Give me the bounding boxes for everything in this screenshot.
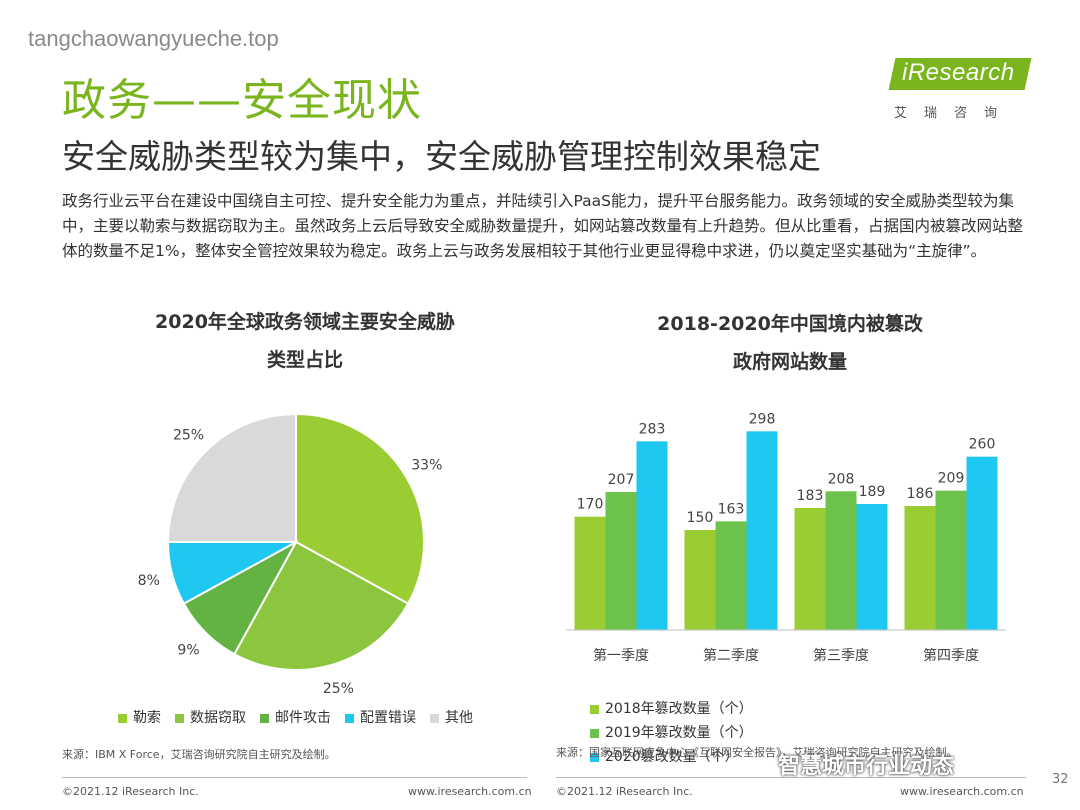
- pie-source-note: 来源：IBM X Force，艾瑞咨询研究院自主研究及绘制。: [62, 748, 336, 761]
- logo-subtitle: 艾瑞咨询: [894, 106, 1015, 121]
- bar-legend-label-0: 2018年篡改数量（个）: [605, 701, 753, 717]
- bar-category-label-2: 第三季度: [813, 647, 869, 664]
- pie-legend-swatch-4: [430, 713, 439, 723]
- bar-legend-item-0: 2018年篡改数量（个）: [590, 697, 815, 721]
- pie-legend: 勒索 数据窃取 邮件攻击 配置错误 其他: [118, 707, 487, 727]
- bar-value-label-1-0: 150: [687, 510, 714, 526]
- bar-legend: 2018年篡改数量（个） 2019年篡改数量（个） 2020篡改数量（个）: [590, 697, 1030, 769]
- pie-chart: 33% 25% 9% 8% 25%: [138, 412, 442, 697]
- bar-legend-swatch-2: [590, 752, 599, 762]
- bar-category-label-0: 第一季度: [593, 647, 649, 664]
- bar-2-1: [825, 491, 857, 630]
- bar-legend-item-2: 2020篡改数量（个）: [590, 745, 815, 769]
- bar-0-2: [636, 441, 668, 630]
- iresearch-logo: iResearch 艾瑞咨询: [888, 58, 1032, 128]
- bar-value-label-2-1: 208: [828, 471, 855, 487]
- bar-category-label-1: 第二季度: [703, 647, 759, 664]
- pie-slice-1: [232, 540, 410, 671]
- bar-1-2: [746, 431, 778, 630]
- pie-slice-label-3: 8%: [138, 573, 160, 589]
- pie-legend-item-4: 其他: [430, 707, 473, 727]
- bar-category-label-3: 第四季度: [923, 647, 979, 664]
- pie-slice-0: [295, 412, 425, 606]
- bar-title-line2: 政府网站数量: [732, 351, 847, 373]
- bar-1-0: [684, 530, 716, 630]
- pie-legend-item-2: 邮件攻击: [260, 707, 331, 727]
- pie-slice-label-4: 25%: [173, 428, 204, 444]
- page-number: 32: [1052, 772, 1069, 787]
- bar-3-1: [935, 490, 967, 630]
- footer-divider-left: [62, 777, 527, 778]
- footer-url-right: www.iresearch.com.cn: [900, 785, 1024, 798]
- pie-slice-label-0: 33%: [411, 458, 442, 474]
- bar-0-1: [605, 492, 637, 630]
- bar-value-label-3-0: 186: [907, 486, 934, 502]
- bar-legend-swatch-1: [590, 728, 599, 738]
- bar-2-0: [794, 508, 826, 630]
- footer-url-left: www.iresearch.com.cn: [408, 785, 532, 798]
- pie-legend-label-4: 其他: [445, 710, 473, 726]
- pie-chart-title: 2020年全球政务领域主要安全威胁 类型占比: [110, 303, 500, 379]
- logo-text: iResearch: [902, 59, 1015, 86]
- bar-3-2: [966, 456, 998, 630]
- bar-value-label-1-2: 298: [749, 411, 776, 427]
- page-subtitle: 安全威胁类型较为集中，安全威胁管理控制效果稳定: [62, 137, 821, 176]
- bar-title-line1: 2018-2020年中国境内被篡改: [657, 313, 923, 335]
- pie-legend-item-0: 勒索: [118, 707, 161, 727]
- bar-legend-label-2: 2020篡改数量（个）: [605, 749, 739, 765]
- footer-copyright-right: ©2021.12 iResearch Inc.: [556, 785, 693, 798]
- pie-slice-4: [166, 412, 297, 543]
- pie-title-line2: 类型占比: [266, 349, 343, 371]
- footer-divider-right: [556, 777, 1026, 778]
- pie-legend-item-1: 数据窃取: [175, 707, 246, 727]
- bar-value-label-0-2: 283: [639, 421, 666, 437]
- pie-legend-swatch-0: [118, 713, 127, 723]
- pie-legend-label-0: 勒索: [133, 710, 161, 726]
- pie-legend-item-3: 配置错误: [345, 707, 416, 727]
- bar-value-label-0-0: 170: [577, 497, 604, 513]
- bar-value-label-2-2: 189: [859, 484, 886, 500]
- footer-copyright-left: ©2021.12 iResearch Inc.: [62, 785, 199, 798]
- bar-value-label-3-2: 260: [969, 437, 996, 453]
- pie-legend-label-2: 邮件攻击: [275, 710, 331, 726]
- pie-slice-label-2: 9%: [177, 642, 199, 658]
- bar-legend-item-1: 2019年篡改数量（个）: [590, 721, 815, 745]
- bar-value-label-2-0: 183: [797, 488, 824, 504]
- bar-1-1: [715, 521, 747, 630]
- bar-2-2: [856, 504, 888, 630]
- bar-legend-label-1: 2019年篡改数量（个）: [605, 725, 753, 741]
- bar-0-0: [574, 516, 606, 630]
- pie-legend-label-1: 数据窃取: [190, 710, 246, 726]
- intro-paragraph: 政务行业云平台在建设中国绕自主可控、提升安全能力为重点，并陆续引入PaaS能力，…: [62, 192, 1024, 260]
- pie-title-line1: 2020年全球政务领域主要安全威胁: [155, 311, 455, 333]
- wechat-stamp-text: 智慧城市行业动态: [778, 754, 955, 779]
- bar-value-label-1-1: 163: [718, 501, 745, 517]
- bar-value-label-0-1: 207: [608, 472, 635, 488]
- pie-slice-label-1: 25%: [323, 681, 354, 697]
- bar-legend-swatch-0: [590, 704, 599, 714]
- bar-3-0: [904, 506, 936, 630]
- page-title: 政务——安全现状: [62, 75, 422, 126]
- bar-source-note: 来源：国家互联网应急中心《互联网安全报告》，艾瑞咨询研究院自主研究及绘制。: [556, 746, 958, 759]
- pie-legend-swatch-1: [175, 713, 184, 723]
- pie-legend-swatch-3: [345, 713, 354, 723]
- pie-legend-label-3: 配置错误: [360, 710, 416, 726]
- watermark-text: tangchaowangyueche.top: [28, 26, 279, 51]
- bar-chart-title: 2018-2020年中国境内被篡改 政府网站数量: [590, 305, 990, 381]
- pie-legend-swatch-2: [260, 713, 269, 723]
- bar-value-label-3-1: 209: [938, 471, 965, 487]
